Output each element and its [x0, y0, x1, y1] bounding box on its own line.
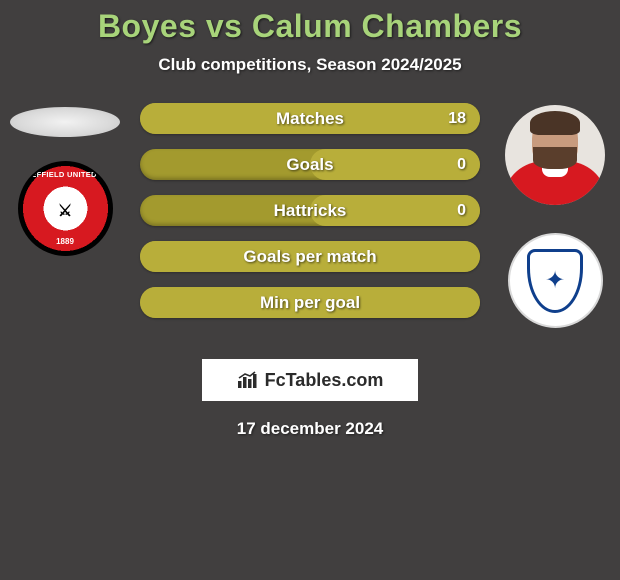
comparison-area: SHEFFIELD UNITED FC ⚔ 1889 Matches 18 Goal…: [0, 103, 620, 343]
stat-value-right: 0: [457, 202, 466, 220]
stat-label: Hattricks: [274, 201, 347, 221]
stat-bars: Matches 18 Goals 0 Hattricks 0 Goals per match…: [140, 103, 480, 318]
stat-bar: Matches 18: [140, 103, 480, 134]
stat-label: Matches: [276, 109, 344, 129]
stat-label: Goals per match: [243, 247, 376, 267]
brand-text: FcTables.com: [265, 370, 384, 391]
brand-watermark: FcTables.com: [202, 359, 418, 401]
club-badge-left: SHEFFIELD UNITED FC ⚔ 1889: [18, 161, 113, 256]
stat-bar: Min per goal: [140, 287, 480, 318]
page-title: Boyes vs Calum Chambers: [0, 0, 620, 45]
stat-bar: Hattricks 0: [140, 195, 480, 226]
stat-bar-fill: [310, 149, 480, 180]
club-name-left: SHEFFIELD UNITED FC: [20, 170, 111, 179]
chart-icon: [237, 371, 259, 389]
stat-label: Goals: [286, 155, 333, 175]
subtitle: Club competitions, Season 2024/2025: [0, 55, 620, 75]
right-player-column: ✦: [490, 103, 620, 328]
player-photo-right: [505, 105, 605, 205]
shield-icon: ✦: [527, 249, 583, 313]
date-text: 17 december 2024: [0, 419, 620, 439]
club-badge-right: ✦: [508, 233, 603, 328]
club-year-left: 1889: [56, 237, 74, 246]
stat-value-right: 18: [448, 110, 466, 128]
stat-label: Min per goal: [260, 293, 360, 313]
left-player-column: SHEFFIELD UNITED FC ⚔ 1889: [0, 103, 130, 256]
bluebird-icon: ✦: [545, 269, 565, 293]
stat-bar: Goals per match: [140, 241, 480, 272]
player-silhouette-left: [10, 107, 120, 137]
stat-bar: Goals 0: [140, 149, 480, 180]
swords-icon: ⚔: [58, 201, 72, 221]
stat-value-right: 0: [457, 156, 466, 174]
